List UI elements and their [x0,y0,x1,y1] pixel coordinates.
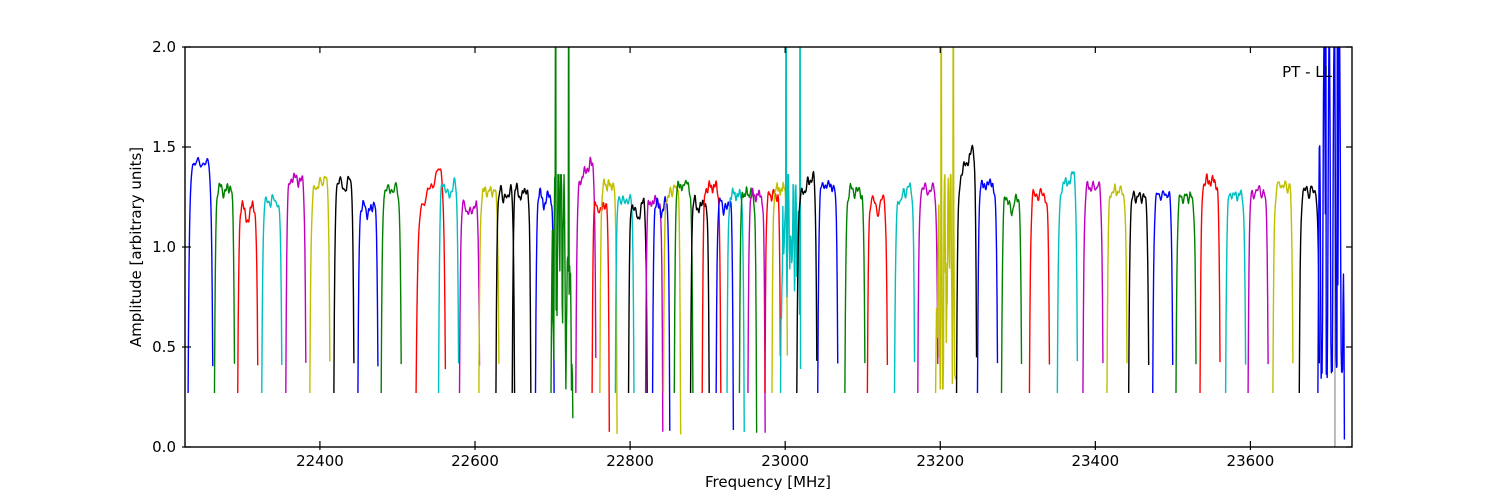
band-curve [591,201,611,432]
band-curve [1082,180,1104,394]
band-curve [237,200,259,394]
band-curve [955,144,978,394]
band-curve [415,168,447,394]
band-curve [550,47,574,419]
band-curve [599,178,618,435]
band-curve [934,47,957,394]
band-curve [817,179,839,394]
band-curve [662,184,682,435]
band-curves-group [187,47,1346,447]
y-tick-label: 0.0 [152,438,176,456]
band-curve [771,181,789,394]
band-curve [333,175,355,394]
band-curve [380,182,402,394]
band-curve [976,178,999,394]
axis-tick-labels: 22400 22600 22800 23000 23200 23400 23600 0.0 0.… [152,38,1274,470]
band-curve [1127,190,1150,394]
y-tick-label: 2.0 [152,38,176,56]
axis-ticks [182,46,1352,450]
band-curve [357,199,379,394]
band-curve [796,170,818,394]
band-curve [1175,191,1197,394]
band-curve [747,187,766,433]
band-curve [917,182,939,394]
y-tick-label: 1.5 [152,138,176,156]
band-curve [1272,180,1294,394]
band-curve [261,193,283,394]
x-tick-label: 22600 [451,452,499,470]
band-curve [534,187,555,394]
x-tick-label: 22800 [606,452,654,470]
x-tick-label: 23600 [1227,452,1275,470]
band-curve [1317,47,1346,440]
y-axis-label: Amplitude [arbitrary units] [127,147,145,347]
band-curve [844,182,866,394]
band-curve [866,194,889,394]
band-curve [738,186,758,433]
band-curve [627,197,648,394]
band-curve [1152,190,1174,394]
x-tick-label: 23000 [761,452,809,470]
band-curve [285,172,307,394]
band-curve [726,187,745,432]
band-curve [689,194,710,394]
band-curve [1247,184,1269,394]
band-curve [715,197,735,430]
band-curve [495,183,516,394]
band-curve [1224,189,1247,394]
band-curve [575,156,597,394]
y-tick-label: 1.0 [152,238,176,256]
band-curve [614,193,635,394]
band-curve [1298,185,1320,394]
band-curve [673,179,694,394]
band-curve [478,186,500,394]
band-curve [187,157,214,394]
band-curve [511,182,532,394]
band-curve [1056,171,1079,394]
band-curve [213,182,236,394]
x-axis-label: Frequency [MHz] [705,473,831,491]
band-curve [1028,187,1051,394]
band-curve [893,182,916,394]
band-curve [651,195,671,431]
x-tick-label: 23200 [916,452,964,470]
band-curve [644,194,664,432]
band-curve [1000,193,1023,394]
band-curve [1199,173,1221,394]
band-curve [437,177,460,394]
plot-title: PT - LL [1282,63,1333,81]
band-curve [701,180,722,394]
y-tick-label: 0.5 [152,338,176,356]
band-curve [1106,183,1128,394]
x-tick-label: 23400 [1071,452,1119,470]
band-curve [309,175,331,394]
x-tick-label: 22400 [296,452,344,470]
band-curve [764,188,782,394]
band-curve [458,199,481,394]
